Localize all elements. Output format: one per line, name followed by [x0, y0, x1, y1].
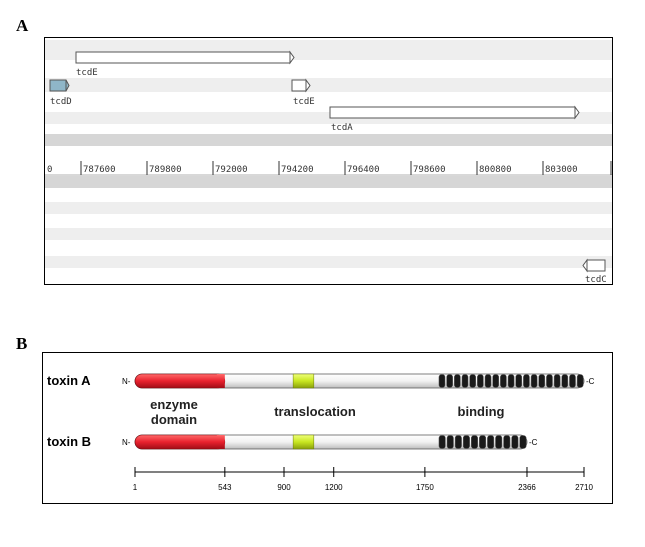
genome-map-panel: tcdE tcdD tcdE tcdA 0 787600 789800 792000…: [44, 37, 613, 285]
track-band: [45, 134, 612, 146]
toxin-a-label: toxin A: [47, 373, 91, 388]
coordinate-ruler: 0 787600 789800 792000 794200 796400 798600 80…: [45, 161, 612, 176]
ruler-tick-label: 794200: [281, 165, 314, 175]
binding-repeat: [487, 435, 495, 449]
axis-tick-label: 2366: [518, 483, 536, 492]
binding-repeat: [530, 374, 538, 388]
binding-repeat: [546, 374, 553, 388]
toxin-domain-svg: toxin A toxin B N- N- -C -C enzyme domai…: [47, 373, 595, 492]
binding-label: binding: [458, 404, 505, 419]
binding-repeat: [495, 435, 503, 449]
ruler-tick-label: 787600: [83, 165, 116, 175]
ruler-tick-label: 789800: [149, 165, 182, 175]
panel-a-letter: A: [16, 16, 29, 35]
gene-tcdE-1[interactable]: tcdE: [75, 50, 295, 78]
toxin-a-bar: [134, 373, 585, 389]
gene-label: tcdE: [293, 97, 315, 107]
toxin-b-label: toxin B: [47, 434, 91, 449]
translocation-label: translocation: [274, 404, 356, 419]
ruler-tick-label: 798600: [413, 165, 446, 175]
enzyme-domain-label-line2: domain: [151, 412, 197, 427]
binding-repeat: [477, 374, 484, 388]
binding-repeat: [454, 374, 461, 388]
axis-tick-label: 2710: [575, 483, 593, 492]
binding-repeat: [523, 374, 530, 388]
ruler-tick-label: 803000: [545, 165, 578, 175]
ruler-tick-label: 792000: [215, 165, 248, 175]
genome-map-svg: tcdE tcdD tcdE tcdA 0 787600 789800 792000…: [45, 40, 612, 284]
binding-repeat: [569, 374, 576, 388]
ruler-start-label: 0: [47, 165, 52, 175]
gene-label: tcdC: [585, 275, 607, 284]
residue-axis: 1 543 900 1200 1750 2366 2710: [133, 467, 593, 492]
toxin-domain-panel: toxin A toxin B N- N- -C -C enzyme domai…: [42, 352, 613, 504]
binding-repeat: [500, 374, 507, 388]
track-band: [45, 202, 612, 214]
binding-repeat: [519, 435, 527, 449]
binding-repeat: [538, 374, 546, 388]
axis-tick-label: 900: [277, 483, 291, 492]
binding-repeat: [469, 374, 476, 388]
track-band: [45, 228, 612, 240]
binding-repeat: [454, 435, 462, 449]
gene-tcdE-2[interactable]: tcdE: [291, 78, 315, 107]
toxin-b-c-terminus: -C: [529, 438, 538, 447]
binding-repeat: [471, 435, 478, 449]
gene-tcdD[interactable]: tcdD: [49, 79, 72, 107]
binding-repeat: [561, 374, 569, 388]
binding-repeat: [462, 435, 470, 449]
track-band: [45, 176, 612, 188]
binding-repeat: [507, 374, 515, 388]
toxin-b-n-terminus: N-: [122, 438, 131, 447]
hydrophobic-segment: [292, 373, 315, 389]
gene-tcdC[interactable]: tcdC: [582, 258, 607, 284]
toxin-b-bar: [134, 434, 528, 450]
gene-label: tcdA: [331, 123, 353, 133]
binding-repeat: [553, 374, 561, 388]
binding-repeat: [438, 374, 446, 388]
ruler-tick-label: 796400: [347, 165, 380, 175]
axis-tick-label: 1200: [325, 483, 343, 492]
binding-repeat: [438, 435, 446, 449]
binding-repeat: [446, 435, 454, 449]
enzyme-domain-label-line1: enzyme: [150, 397, 198, 412]
axis-tick-label: 1750: [416, 483, 434, 492]
binding-repeat: [503, 435, 511, 449]
binding-repeat: [484, 374, 492, 388]
toxin-a-n-terminus: N-: [122, 377, 131, 386]
enzyme-domain-edge: [216, 374, 225, 388]
toxin-a-c-terminus: -C: [586, 377, 595, 386]
gene-label: tcdD: [50, 97, 72, 107]
binding-repeat: [492, 374, 500, 388]
gene-label: tcdE: [76, 68, 98, 78]
ruler-tick-label: 800800: [479, 165, 512, 175]
binding-repeat: [461, 374, 469, 388]
axis-tick-label: 1: [133, 483, 138, 492]
track-band: [45, 256, 612, 268]
enzyme-domain-edge: [216, 435, 225, 449]
binding-repeat: [446, 374, 453, 388]
hydrophobic-segment: [292, 434, 315, 450]
gene-tcdA[interactable]: tcdA: [329, 105, 580, 133]
binding-repeat: [576, 374, 584, 388]
binding-repeat: [479, 435, 487, 449]
track-band: [45, 78, 612, 92]
axis-tick-label: 543: [218, 483, 232, 492]
panel-b-letter: B: [16, 334, 28, 353]
enzyme-domain: [134, 434, 226, 450]
binding-repeat: [515, 374, 523, 388]
enzyme-domain: [134, 373, 226, 389]
binding-repeat: [511, 435, 519, 449]
